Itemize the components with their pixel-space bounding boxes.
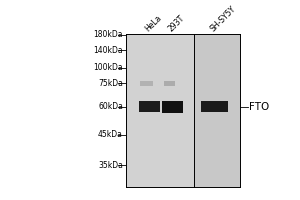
- Text: 35kDa: 35kDa: [98, 161, 123, 170]
- Text: 140kDa: 140kDa: [93, 46, 123, 55]
- Bar: [140, 81, 153, 86]
- Text: 293T: 293T: [166, 13, 186, 33]
- Text: FTO: FTO: [249, 102, 269, 112]
- Text: 45kDa: 45kDa: [98, 130, 123, 139]
- Bar: [162, 101, 183, 113]
- Bar: [139, 101, 160, 112]
- Bar: [126, 34, 194, 187]
- Text: 180kDa: 180kDa: [94, 30, 123, 39]
- Bar: [194, 34, 240, 187]
- Text: 60kDa: 60kDa: [98, 102, 123, 111]
- Text: SH-SY5Y: SH-SY5Y: [208, 4, 237, 33]
- Bar: [164, 81, 175, 86]
- Text: 100kDa: 100kDa: [93, 63, 123, 72]
- Text: 75kDa: 75kDa: [98, 79, 123, 88]
- Text: HeLa: HeLa: [143, 13, 163, 33]
- Bar: [201, 101, 228, 112]
